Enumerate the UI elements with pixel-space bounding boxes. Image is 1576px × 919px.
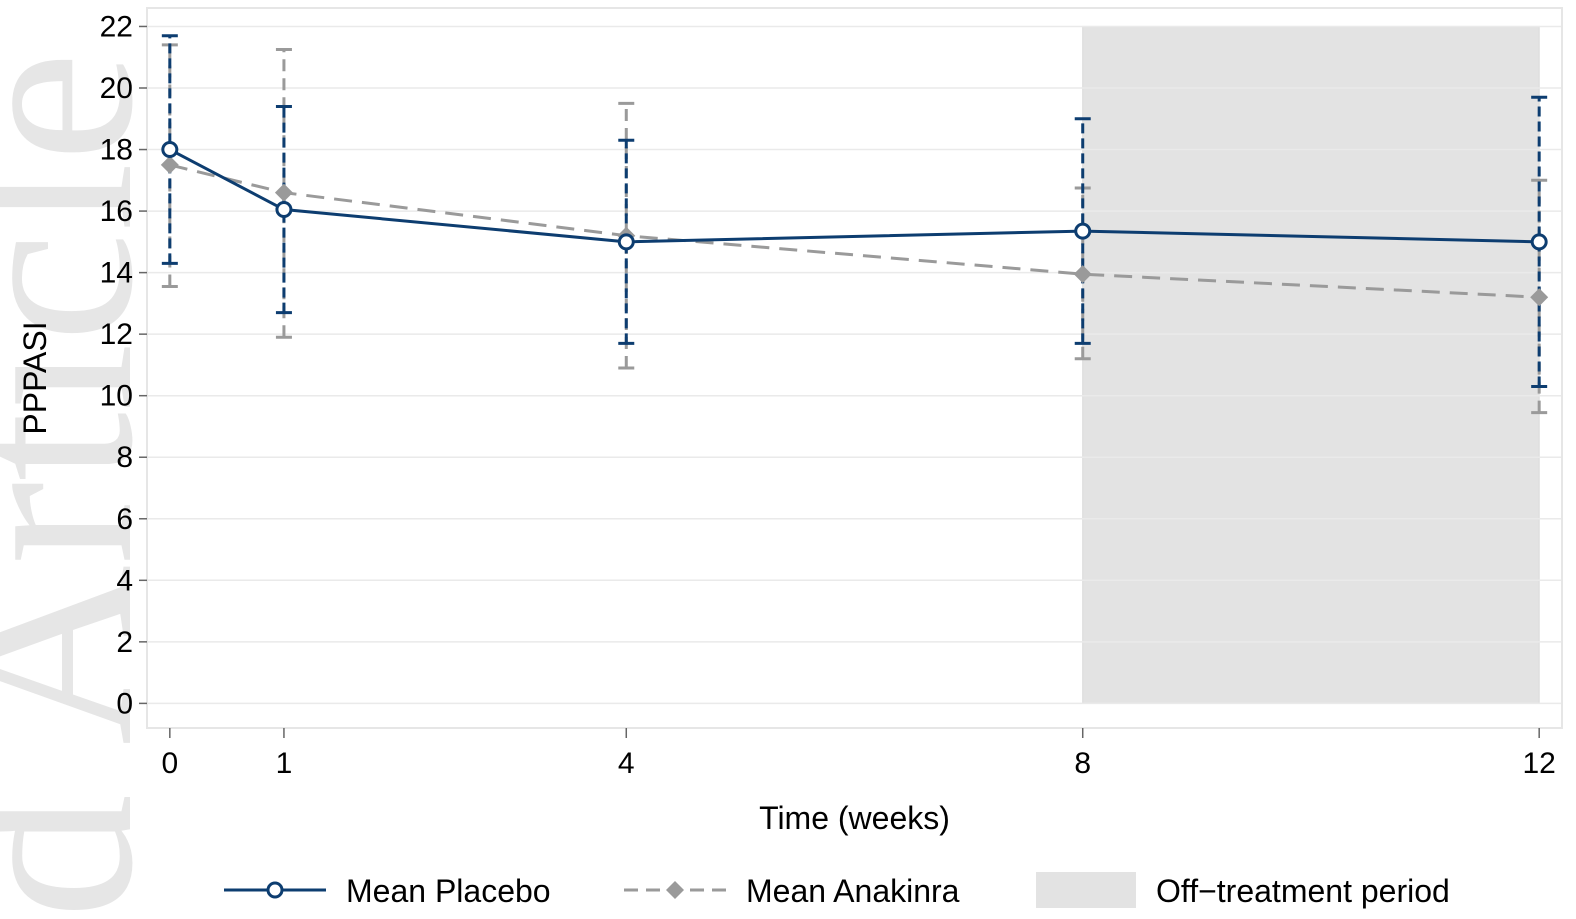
series-layer <box>160 34 1549 415</box>
data-point <box>160 155 179 174</box>
y-tick-label: 12 <box>100 318 133 351</box>
off-treatment-region-layer <box>1082 25 1540 704</box>
x-tick-label: 4 <box>618 747 635 780</box>
y-tick-label: 18 <box>100 134 133 167</box>
y-tick-label: 20 <box>100 72 133 105</box>
legend-marker-placebo <box>266 881 284 899</box>
legend: Mean Placebo Mean Anakinra Off−treatment p… <box>224 872 1450 909</box>
x-tick-label: 8 <box>1074 747 1091 780</box>
y-tick-label: 0 <box>116 687 133 720</box>
legend-swatch-off-treatment <box>1036 872 1136 908</box>
watermark-text: d Article <box>0 51 185 919</box>
y-tick-label: 10 <box>100 380 133 413</box>
data-point <box>1530 233 1548 251</box>
data-point <box>1073 265 1092 284</box>
y-tick-label: 4 <box>116 564 133 597</box>
y-tick-label: 2 <box>116 626 133 659</box>
x-tick-label: 0 <box>161 747 178 780</box>
y-tick-label: 16 <box>100 195 133 228</box>
y-tick-label: 14 <box>100 257 133 290</box>
data-point <box>617 233 635 251</box>
y-tick-label: 22 <box>100 10 133 43</box>
data-point <box>275 201 293 219</box>
x-tick-label: 1 <box>276 747 293 780</box>
plot-frame-layer <box>146 7 1563 729</box>
legend-label-anakinra: Mean Anakinra <box>746 873 960 909</box>
y-tick-label: 8 <box>116 441 133 474</box>
legend-label-placebo: Mean Placebo <box>346 873 551 909</box>
legend-label-off-treatment: Off−treatment period <box>1156 873 1450 909</box>
data-point <box>1530 288 1549 307</box>
grid-layer <box>147 25 1562 705</box>
x-axis-title: Time (weeks) <box>759 800 950 836</box>
x-tick-label: 12 <box>1522 747 1555 780</box>
watermark-layer: d Article <box>0 51 185 919</box>
y-tick-label: 6 <box>116 503 133 536</box>
off-treatment-region <box>1082 25 1540 704</box>
y-axis-title: PPPASI <box>17 321 53 434</box>
data-point <box>274 183 293 202</box>
plot-frame <box>146 7 1563 729</box>
data-point <box>1074 222 1092 240</box>
legend-marker-anakinra <box>666 881 684 899</box>
data-point <box>161 141 179 159</box>
